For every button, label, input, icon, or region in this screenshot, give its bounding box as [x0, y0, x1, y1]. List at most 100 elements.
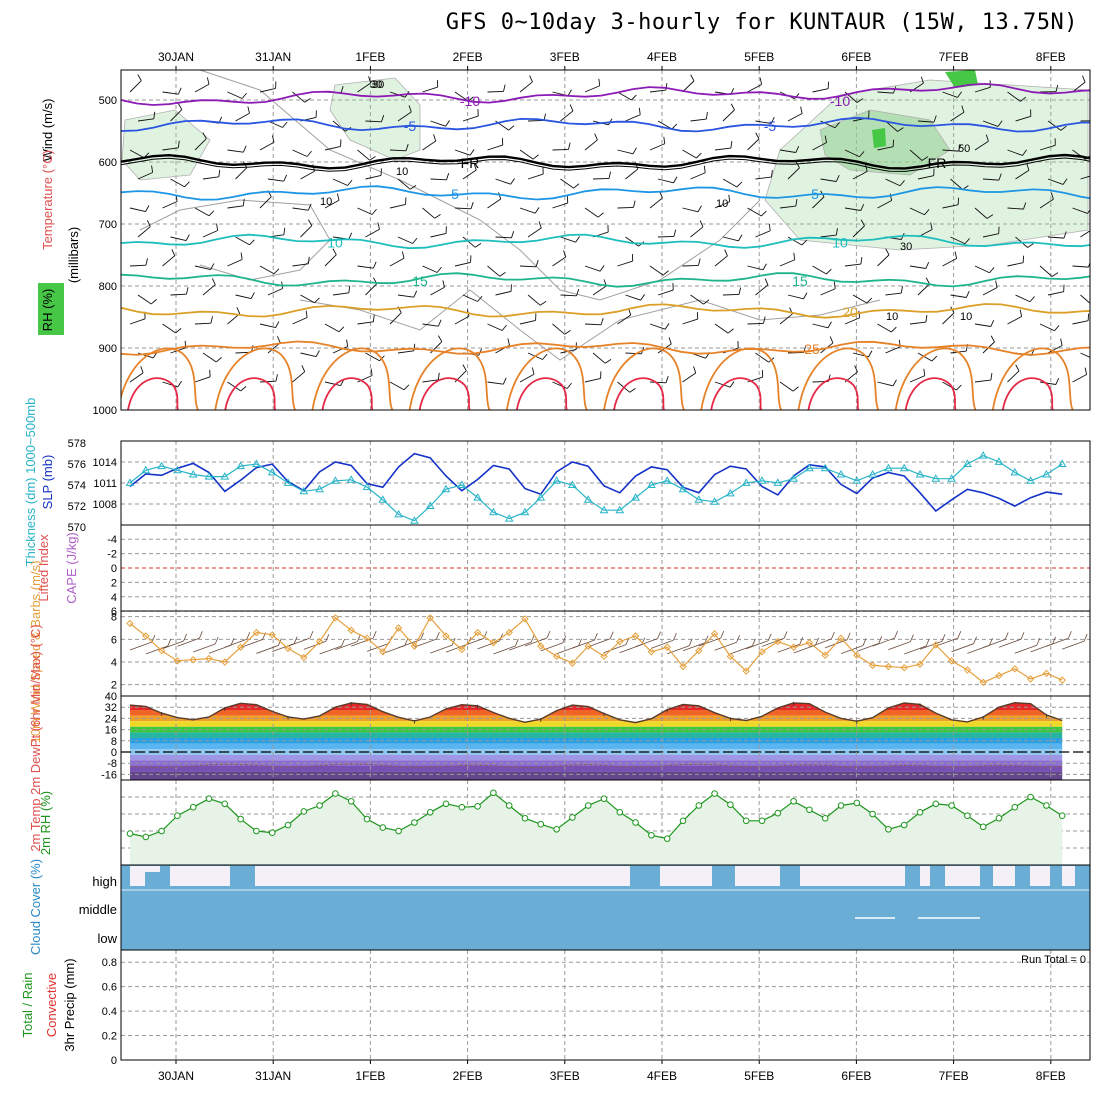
wind-barb: [617, 314, 632, 325]
wind-barb: [276, 336, 281, 343]
wind10m-barb: [777, 643, 800, 653]
wind-barb: [899, 180, 905, 187]
wind10m-barb: [736, 635, 740, 643]
temp-color-band: [130, 721, 1063, 727]
wind-barb: [535, 260, 539, 267]
wind-barb: [690, 118, 707, 122]
temp-color-bands: [130, 702, 1063, 780]
cloud-panel: [121, 865, 1090, 950]
wind-barb: [917, 352, 933, 362]
thickness-point: [299, 486, 309, 495]
thickness-point: [141, 465, 151, 474]
thickness-point: [773, 478, 783, 486]
wind-barb: [532, 154, 539, 160]
wind-barb: [909, 321, 926, 325]
wind-barb: [974, 323, 991, 327]
wind10m-point: [663, 643, 671, 651]
slp-axis-label: SLP (mb): [40, 455, 55, 510]
li-tick-label: 2: [111, 577, 117, 589]
temp-color-band: [130, 766, 1063, 772]
wind-barb: [632, 147, 637, 155]
isotherm--5: [121, 116, 1090, 133]
date-label-bottom: 1FEB: [355, 1069, 385, 1083]
wind-barb: [381, 115, 385, 122]
wind-barb: [1080, 230, 1090, 238]
wind-barb: [397, 111, 412, 122]
wind-barb: [703, 299, 710, 305]
thickness-point: [283, 478, 293, 486]
wind10m-barb: [657, 631, 661, 639]
wind-barb: [129, 149, 145, 159]
wind-barb: [389, 312, 402, 325]
wind-barb: [812, 88, 829, 93]
wind10m-barb: [1014, 644, 1037, 654]
wind-barb: [267, 288, 283, 296]
wind-barb: [860, 219, 865, 227]
wind-barb: [1051, 272, 1059, 277]
rh2m-point: [663, 835, 671, 842]
wind-barb: [859, 151, 865, 158]
isotherm-25: [214, 347, 297, 410]
thickness-point: [599, 505, 609, 514]
isotherm-5: [121, 185, 1090, 201]
wind10m-point: [821, 651, 829, 659]
wind-barb: [202, 230, 218, 238]
wind-barb: [885, 346, 901, 354]
wind10m-barb: [540, 642, 563, 652]
wind-barb: [171, 249, 176, 256]
rh2m-point: [221, 800, 229, 808]
isotherm-label: -10: [830, 93, 850, 109]
panel-frame: [120, 949, 1091, 1061]
thickness-point: [252, 459, 261, 467]
wind10m-point: [189, 656, 197, 664]
precip-axis-label: 3hr Precip (mm): [62, 958, 77, 1051]
wind-barb: [690, 226, 704, 238]
wind-tick-label: 2: [111, 680, 117, 692]
rh2m-point: [332, 790, 339, 797]
wind-barb: [942, 149, 959, 152]
wind-barb: [300, 225, 313, 238]
wind-barb: [1026, 163, 1030, 171]
isotherm-25: [603, 347, 685, 410]
temp-tick-label: 40: [105, 691, 117, 703]
wind-barb: [592, 285, 607, 296]
li-tick-label: 6: [111, 606, 117, 618]
wind-barb: [608, 171, 612, 179]
wind-barb: [649, 381, 667, 384]
wind10m-barb: [888, 641, 911, 651]
wind-barb: [357, 149, 371, 161]
wind10m-point: [537, 642, 545, 650]
wind-barb: [792, 386, 799, 392]
wind-barb: [162, 255, 176, 267]
wind-barb: [1047, 236, 1064, 239]
thickness-point: [820, 463, 830, 472]
wind-barb: [473, 163, 477, 171]
wind-barb: [657, 120, 673, 130]
thickness-tick-label: 570: [68, 522, 86, 534]
wind-barb: [854, 365, 858, 373]
wind-barb: [779, 313, 793, 325]
wind10m-point: [742, 667, 750, 675]
wind-barb: [1039, 381, 1056, 385]
wind-barb: [690, 172, 706, 180]
rh2m-point: [727, 801, 734, 808]
wind-barb: [998, 173, 1002, 181]
wind10m-barb: [351, 637, 374, 647]
wind-barb: [921, 156, 929, 161]
rh2m-point: [126, 830, 134, 837]
wind10m-point: [916, 660, 924, 668]
wind10m-barb: [493, 645, 516, 655]
wind-barb: [227, 91, 243, 99]
wind-barb: [162, 201, 178, 209]
thickness-point: [1026, 476, 1035, 484]
rh2m-point: [679, 817, 687, 825]
cloud-clear: [800, 866, 905, 886]
wind-barb: [227, 149, 244, 153]
wind-barb: [649, 89, 666, 93]
temp-color-band: [130, 715, 1063, 722]
temp2m-line: [129, 701, 1063, 724]
wind-barb: [564, 329, 571, 335]
wind-barb: [202, 176, 219, 180]
chart-title: GFS 0~10day 3-hourly for KUNTAUR (15W, 1…: [445, 10, 1078, 35]
wind10m-barb: [145, 645, 168, 655]
